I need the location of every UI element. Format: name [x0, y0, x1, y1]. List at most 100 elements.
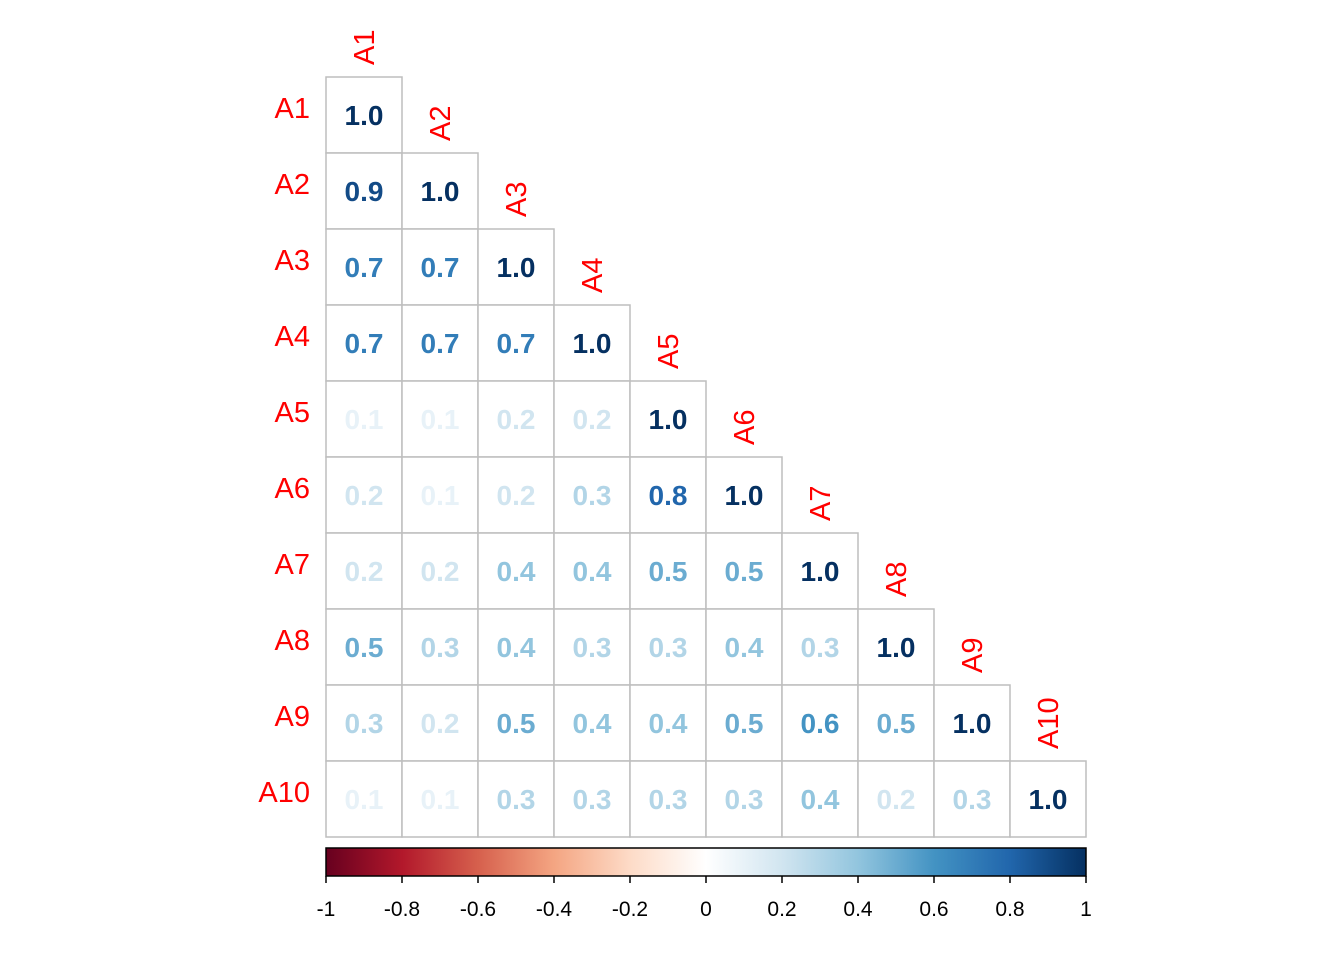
column-label-A1: A1 — [349, 30, 381, 65]
cell-A8-A3 — [477, 608, 555, 686]
cell-A10-A9 — [933, 760, 1011, 838]
cell-value-A4-A4: 1.0 — [573, 328, 612, 359]
cell-A10-A10 — [1009, 760, 1087, 838]
cell-value-A8-A3: 0.4 — [497, 632, 536, 663]
cell-value-A8-A6: 0.4 — [725, 632, 764, 663]
cell-value-A4-A2: 0.7 — [421, 328, 460, 359]
cell-value-A9-A6: 0.5 — [725, 708, 764, 739]
cell-A2-A2 — [401, 152, 479, 230]
cell-value-A7-A2: 0.2 — [421, 556, 460, 587]
cell-value-A8-A4: 0.3 — [573, 632, 612, 663]
colorbar-ticks: -1 -0.8 -0.6 -0.4 -0.2 0 0.2 0.4 0.6 0.8 1 — [317, 876, 1092, 921]
cell-value-A8-A8: 1.0 — [877, 632, 916, 663]
cell-value-A8-A1: 0.5 — [345, 632, 384, 663]
cell-value-A9-A4: 0.4 — [573, 708, 612, 739]
cell-value-A7-A3: 0.4 — [497, 556, 536, 587]
column-label-A2: A2 — [425, 106, 457, 141]
cell-A4-A4 — [553, 304, 631, 382]
cell-value-A6-A5: 0.8 — [649, 480, 688, 511]
cell-A6-A1 — [325, 456, 403, 534]
cell-A10-A6 — [705, 760, 783, 838]
column-label-A5: A5 — [653, 334, 685, 369]
cell-value-A1-A1: 1.0 — [345, 100, 384, 131]
colorbar-tick-label: -1 — [317, 898, 336, 921]
colorbar-tick-label: -0.4 — [536, 898, 573, 921]
cell-A7-A2 — [401, 532, 479, 610]
cell-A9-A9 — [933, 684, 1011, 762]
cell-A6-A4 — [553, 456, 631, 534]
colorbar-gradient — [325, 847, 1087, 877]
cell-value-A7-A1: 0.2 — [345, 556, 384, 587]
row-labels: A1 A2 A3 A4 A5 A6 A7 A8 A9 A10 — [258, 93, 310, 809]
cell-value-A9-A1: 0.3 — [345, 708, 384, 739]
cell-value-A4-A1: 0.7 — [345, 328, 384, 359]
cell-A10-A2 — [401, 760, 479, 838]
cell-value-A4-A3: 0.7 — [497, 328, 536, 359]
cell-value-A9-A9: 1.0 — [953, 708, 992, 739]
cell-A8-A8 — [857, 608, 935, 686]
cell-value-A7-A6: 0.5 — [725, 556, 764, 587]
row-label-A6: A6 — [275, 473, 310, 505]
cell-A9-A7 — [781, 684, 859, 762]
cell-value-A8-A2: 0.3 — [421, 632, 460, 663]
cell-value-A10-A4: 0.3 — [573, 784, 612, 815]
cell-value-A9-A2: 0.2 — [421, 708, 460, 739]
cell-A7-A7 — [781, 532, 859, 610]
row-label-A5: A5 — [275, 397, 310, 429]
colorbar-tick-label: -0.6 — [460, 898, 496, 921]
cell-value-A10-A1: 0.1 — [345, 784, 384, 815]
cell-value-A3-A3: 1.0 — [497, 252, 536, 283]
cell-value-A10-A5: 0.3 — [649, 784, 688, 815]
cell-value-A8-A5: 0.3 — [649, 632, 688, 663]
column-label-A4: A4 — [577, 258, 609, 293]
cell-A6-A3 — [477, 456, 555, 534]
cell-value-A5-A1: 0.1 — [345, 404, 384, 435]
cell-A5-A2 — [401, 380, 479, 458]
row-label-A9: A9 — [275, 701, 310, 733]
cell-A10-A5 — [629, 760, 707, 838]
cell-value-A3-A2: 0.7 — [421, 252, 460, 283]
cell-value-A9-A7: 0.6 — [801, 708, 840, 739]
cell-value-A10-A10: 1.0 — [1029, 784, 1068, 815]
cell-value-A9-A8: 0.5 — [877, 708, 916, 739]
cell-value-A10-A6: 0.3 — [725, 784, 764, 815]
cell-value-A2-A1: 0.9 — [345, 176, 384, 207]
cell-value-A7-A7: 1.0 — [801, 556, 840, 587]
cell-value-A10-A3: 0.3 — [497, 784, 536, 815]
cell-A1-A1 — [325, 76, 403, 154]
cell-value-A10-A9: 0.3 — [953, 784, 992, 815]
row-label-A4: A4 — [275, 321, 310, 353]
cell-value-A9-A5: 0.4 — [649, 708, 688, 739]
cell-A6-A2 — [401, 456, 479, 534]
row-label-A8: A8 — [275, 625, 310, 657]
cell-value-A5-A4: 0.2 — [573, 404, 612, 435]
cell-A6-A5 — [629, 456, 707, 534]
row-label-A3: A3 — [275, 245, 310, 277]
row-label-A2: A2 — [275, 169, 310, 201]
colorbar-tick-label: 0 — [700, 898, 712, 921]
cell-value-A5-A3: 0.2 — [497, 404, 536, 435]
cell-A9-A4 — [553, 684, 631, 762]
row-label-A7: A7 — [275, 549, 310, 581]
cell-value-A8-A7: 0.3 — [801, 632, 840, 663]
column-label-A10: A10 — [1033, 697, 1065, 749]
cell-value-A7-A4: 0.4 — [573, 556, 612, 587]
cell-value-A6-A3: 0.2 — [497, 480, 536, 511]
cell-value-A5-A5: 1.0 — [649, 404, 688, 435]
cell-A9-A6 — [705, 684, 783, 762]
cell-value-A9-A3: 0.5 — [497, 708, 536, 739]
cell-A6-A6 — [705, 456, 783, 534]
cell-A7-A1 — [325, 532, 403, 610]
column-label-A6: A6 — [729, 410, 761, 445]
cell-A8-A1 — [325, 608, 403, 686]
cell-value-A3-A1: 0.7 — [345, 252, 384, 283]
column-labels: A1 A2 A3 A4 A5 A6 A7 A8 A9 A10 — [349, 30, 1065, 749]
cell-value-A6-A4: 0.3 — [573, 480, 612, 511]
colorbar-tick-label: 0.4 — [843, 898, 873, 921]
cell-value-A6-A6: 1.0 — [725, 480, 764, 511]
cell-A3-A3 — [477, 228, 555, 306]
cell-A10-A3 — [477, 760, 555, 838]
colorbar-tick-label: 0.6 — [919, 898, 948, 921]
cell-value-A7-A5: 0.5 — [649, 556, 688, 587]
